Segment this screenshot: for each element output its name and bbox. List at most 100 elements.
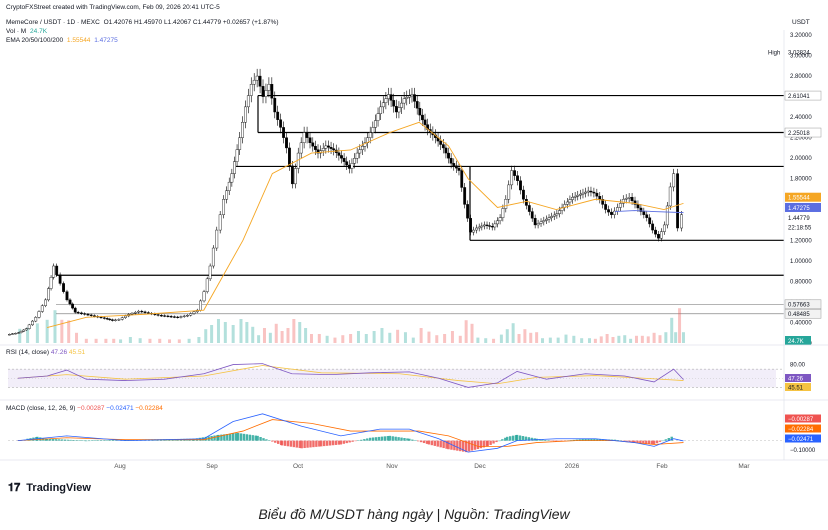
price-axis-tick: 2.20000 — [790, 136, 812, 142]
macd-histogram-bar — [45, 438, 49, 441]
candle-body — [400, 102, 403, 108]
macd-histogram-bar — [88, 440, 91, 442]
macd-histogram-bar — [292, 440, 296, 448]
volume-bar — [499, 334, 503, 343]
volume-bar — [476, 337, 480, 343]
macd-histogram-bar — [408, 438, 411, 441]
candle-body — [610, 211, 613, 215]
macd-histogram-bar — [213, 435, 216, 441]
candle-body — [342, 157, 346, 162]
high-label: High — [768, 51, 780, 57]
candle-body — [560, 207, 564, 211]
macd-histogram-bar — [639, 440, 642, 444]
ema-value-2: 1.47275 — [94, 37, 118, 44]
macd-histogram-bar — [555, 440, 558, 442]
price-axis-tick: 1.20000 — [790, 238, 812, 244]
candle-body — [22, 329, 26, 332]
candle-body — [345, 161, 349, 166]
price-axis-tick: 0.40000 — [790, 320, 812, 326]
candle-body — [329, 147, 333, 149]
macd-tag-2: −0.02284 — [788, 427, 814, 433]
candle-body — [592, 191, 596, 194]
candle-body — [225, 190, 229, 200]
high-value: 3.02824 — [788, 51, 810, 57]
candle-body — [189, 313, 193, 316]
currency-label: USDT — [792, 19, 810, 26]
candle-body — [267, 84, 271, 91]
volume-bar — [317, 334, 321, 343]
volume-bar — [53, 310, 57, 343]
macd-histogram-bar — [422, 440, 426, 444]
candle-body — [604, 204, 608, 210]
volume-bar — [251, 326, 255, 343]
candle-body — [586, 190, 590, 193]
candle-body — [163, 315, 167, 317]
candle-body — [469, 218, 472, 233]
volume-bar — [262, 328, 266, 343]
candle-body — [208, 265, 212, 280]
macd-histogram-bar — [515, 434, 519, 441]
candle-body — [137, 310, 140, 313]
level-tag-text: 0.57663 — [788, 303, 810, 309]
volume-bar — [458, 335, 462, 343]
volume-bar — [523, 329, 527, 343]
macd-histogram-bar — [99, 440, 103, 441]
candle-body — [58, 274, 62, 284]
candle-body — [555, 213, 559, 216]
candle-body — [421, 114, 424, 121]
macd-histogram-bar — [442, 440, 445, 449]
candle-body — [504, 199, 508, 209]
candle-body — [536, 223, 540, 226]
candle-body — [389, 94, 393, 101]
candle-body — [241, 122, 244, 138]
macd-histogram-bar — [388, 435, 391, 441]
candle-body — [316, 149, 320, 154]
candle-body — [80, 312, 83, 314]
macd-histogram-bar — [369, 437, 372, 441]
candle-body — [159, 315, 163, 317]
macd-histogram-bar — [619, 440, 623, 442]
macd-histogram-bar — [306, 440, 309, 448]
candle-body — [68, 299, 72, 305]
candle-body — [485, 224, 489, 226]
macd-histogram-bar — [254, 435, 257, 441]
price-axis-tick: 2.80000 — [790, 74, 812, 80]
candle-body — [86, 314, 90, 316]
macd-histogram-bar — [328, 440, 332, 446]
candle-body — [273, 97, 277, 113]
macd-histogram-bar — [262, 438, 265, 441]
candle-body — [279, 119, 283, 128]
candle-body — [415, 101, 419, 109]
macd-histogram-bar — [114, 439, 117, 441]
volume-value: 24.7K — [30, 28, 48, 35]
macd-tag-box — [785, 424, 821, 433]
tradingview-logo[interactable]: 𝟏𝟕 TradingView — [8, 482, 91, 495]
rsi-label: RSI (14, close) — [6, 349, 49, 356]
rsi-line — [17, 363, 684, 388]
macd-histogram-bar — [445, 440, 448, 449]
volume-bar — [67, 320, 71, 343]
chart-svg[interactable]: 3.200003.000002.800002.600002.400002.200… — [0, 0, 828, 500]
macd-histogram-bar — [300, 440, 303, 449]
macd-histogram-bar — [584, 438, 587, 441]
macd-histogram-bar — [198, 437, 202, 441]
volume-bar — [204, 329, 208, 343]
macd-histogram-bar — [642, 440, 645, 444]
candle-body — [672, 173, 676, 188]
candle-body — [337, 152, 341, 156]
volume-bar — [187, 338, 191, 343]
macd-histogram-bar — [248, 434, 251, 441]
macd-histogram-bar — [403, 438, 406, 441]
candle-body — [179, 316, 183, 318]
candle-body — [466, 204, 470, 219]
time-axis-label: Aug — [114, 463, 126, 470]
macd-histogram-bar — [69, 439, 72, 441]
chart-area[interactable]: 3.200003.000002.800002.600002.400002.200… — [0, 0, 828, 500]
macd-histogram-bar — [325, 440, 329, 446]
macd-histogram-bar — [547, 440, 550, 441]
macd-histogram-bar — [492, 440, 495, 444]
volume-bar — [177, 339, 181, 343]
candle-body — [374, 120, 377, 128]
macd-histogram-bar — [553, 440, 556, 442]
volume-bar — [464, 320, 468, 343]
